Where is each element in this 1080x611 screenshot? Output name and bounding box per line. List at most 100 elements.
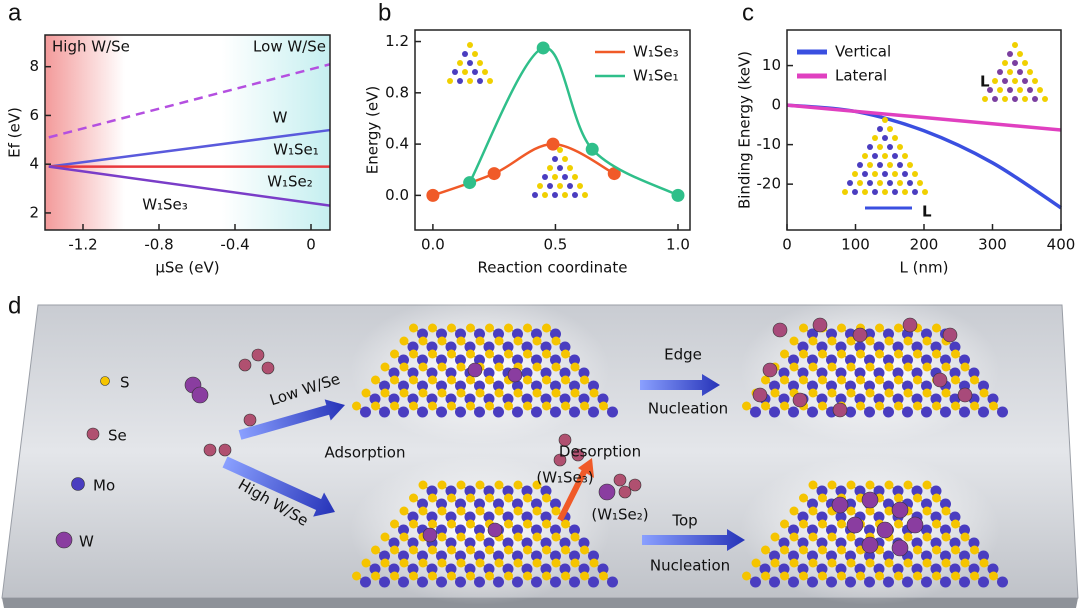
atom <box>569 576 580 588</box>
atom <box>399 388 409 398</box>
atom <box>542 571 551 581</box>
atom <box>902 354 913 366</box>
atom <box>854 485 866 497</box>
atom <box>456 558 466 568</box>
atom <box>589 558 599 568</box>
atom <box>407 393 419 405</box>
atom <box>523 323 532 333</box>
atom <box>968 367 980 379</box>
atom <box>940 576 951 588</box>
atom <box>876 521 894 539</box>
atom <box>561 401 570 411</box>
atom <box>569 380 580 392</box>
atom <box>797 563 809 575</box>
atom <box>845 576 856 588</box>
atom <box>523 493 532 503</box>
atom <box>388 393 400 405</box>
panel-label: b <box>378 0 391 26</box>
atom <box>456 388 466 398</box>
atom <box>558 433 572 447</box>
atom <box>761 545 770 555</box>
atom <box>531 380 542 392</box>
atom <box>892 367 904 379</box>
atom <box>551 336 561 346</box>
atom <box>884 362 894 372</box>
atom <box>978 380 989 392</box>
atom <box>388 367 400 379</box>
atom <box>483 537 495 549</box>
atom <box>846 506 856 516</box>
atom <box>1012 42 1018 48</box>
atom <box>951 375 960 385</box>
atom <box>968 537 980 549</box>
atom <box>493 498 504 510</box>
atom <box>930 511 942 523</box>
atom <box>921 550 932 562</box>
atom <box>409 323 418 333</box>
inset-label: L <box>922 203 932 221</box>
atom <box>941 532 951 542</box>
atom <box>371 375 380 385</box>
atom <box>580 375 589 385</box>
atom <box>445 341 457 353</box>
atom <box>877 144 883 150</box>
atom <box>409 401 418 411</box>
atom <box>456 362 466 372</box>
y-tick-label: -10 <box>757 135 782 153</box>
atom <box>873 393 885 405</box>
atom <box>959 550 970 562</box>
atom <box>550 406 561 418</box>
atom <box>867 144 873 150</box>
atom <box>531 524 542 536</box>
atom <box>531 328 542 340</box>
atom <box>428 349 437 359</box>
atom <box>940 524 951 536</box>
atom <box>903 388 913 398</box>
atom <box>872 135 878 141</box>
x-axis-label: L (nm) <box>900 259 949 277</box>
atom <box>911 537 923 549</box>
atom <box>902 406 913 418</box>
atom <box>922 336 932 346</box>
atom <box>562 174 568 180</box>
plate-edge <box>2 598 1078 608</box>
x-tick-label: 1.0 <box>666 236 690 254</box>
atom <box>436 550 447 562</box>
atom <box>507 367 523 383</box>
arrow <box>640 374 720 396</box>
atom <box>455 380 466 392</box>
atom <box>542 493 551 503</box>
atom <box>436 380 447 392</box>
atom <box>445 563 457 575</box>
atom <box>251 348 265 362</box>
atom <box>940 550 951 562</box>
atom <box>864 406 875 418</box>
atom <box>807 380 818 392</box>
panel-label: d <box>8 292 21 319</box>
atom <box>856 349 865 359</box>
atom <box>780 571 789 581</box>
atom <box>932 349 941 359</box>
atom <box>892 171 898 177</box>
atom <box>588 550 599 562</box>
atom <box>942 327 958 343</box>
series-label: W <box>273 109 288 127</box>
atom <box>532 506 542 516</box>
atom <box>494 558 504 568</box>
atom <box>846 532 856 542</box>
atom <box>837 519 846 529</box>
atom <box>882 135 888 141</box>
atom <box>930 485 942 497</box>
atom <box>897 162 903 168</box>
atom <box>597 563 609 575</box>
data-point <box>487 167 501 181</box>
atom <box>761 375 770 385</box>
atom <box>778 367 790 379</box>
atom <box>884 558 894 568</box>
atom <box>467 78 473 84</box>
atom <box>483 563 495 575</box>
atom <box>906 516 924 534</box>
atom <box>390 571 399 581</box>
x-tick-label: -0.4 <box>220 236 249 254</box>
atom <box>807 406 818 418</box>
